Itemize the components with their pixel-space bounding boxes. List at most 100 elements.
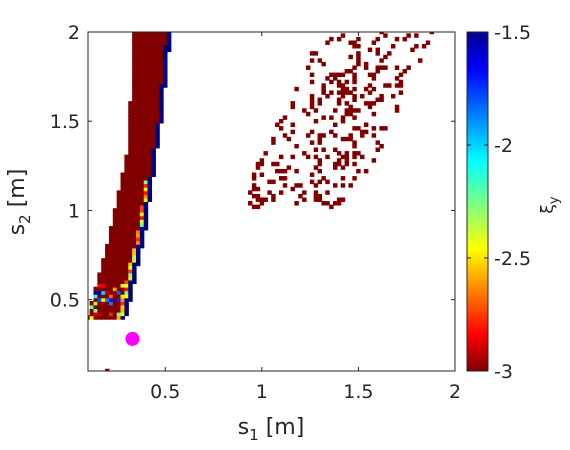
heatmap-cell [135,258,141,263]
heatmap-cell [166,32,172,35]
heatmap-cell [116,247,122,252]
heatmap-cell [120,204,125,210]
heatmap-cell [93,286,98,292]
heatmap-cell [329,90,334,95]
heatmap-cell [139,215,145,220]
heatmap-cell [155,61,160,67]
heatmap-cell [159,47,164,53]
heatmap-cell [112,236,118,242]
heatmap-cell [112,218,118,224]
heatmap-cell [116,201,122,206]
heatmap-layer [88,32,435,371]
heatmap-cell [112,215,118,220]
heatmap-cell [159,58,164,63]
heatmap-cell [112,251,118,256]
heatmap-cell [155,129,160,135]
heatmap-cell [116,190,122,195]
heatmap-cell [379,94,384,99]
heatmap-cell [275,168,280,174]
heatmap-cell [132,186,137,192]
heatmap-cell [143,44,149,49]
heatmap-cell [120,222,125,227]
heatmap-cell [124,300,129,306]
heatmap-cell [135,126,141,131]
heatmap-cell [128,126,133,131]
heatmap-cell [159,65,164,70]
heatmap-cell [151,122,156,128]
heatmap-cell [163,72,168,78]
heatmap-cell [267,190,272,195]
heatmap-cell [132,208,137,213]
heatmap-cell [89,311,95,317]
heatmap-cell [325,40,330,45]
heatmap-cell [143,36,149,42]
heatmap-cell [112,272,118,277]
heatmap-cell [97,286,102,292]
heatmap-cell [124,179,129,185]
heatmap-cell [282,168,288,174]
heatmap-cell [132,251,137,256]
heatmap-cell [120,315,125,320]
heatmap-cell [147,126,153,131]
heatmap-cell [101,283,106,288]
heatmap-cell [147,133,153,138]
heatmap-cell [356,51,361,56]
heatmap-cell [132,32,137,35]
heatmap-cell [135,247,141,252]
heatmap-cell [105,261,110,267]
heatmap-cell [93,290,98,295]
heatmap-cell [116,226,122,231]
heatmap-cell [155,83,160,88]
heatmap-cell [108,258,114,263]
heatmap-cell [375,97,380,103]
heatmap-cell [116,243,122,249]
heatmap-cell [124,193,129,199]
heatmap-cell [147,158,153,163]
heatmap-cell [410,47,415,53]
heatmap-cell [124,154,129,160]
heatmap-cell [108,229,114,235]
heatmap-cell [112,268,118,274]
heatmap-cell [259,161,265,167]
heatmap-cell [143,201,149,206]
heatmap-cell [120,215,125,220]
heatmap-cell [321,133,326,138]
heatmap-cell [333,165,338,170]
heatmap-cell [147,197,153,202]
heatmap-cell [132,143,137,149]
heatmap-cell [163,69,168,74]
heatmap-cell [255,165,261,170]
heatmap-cell [120,283,125,288]
heatmap-cell [120,251,125,256]
heatmap-cell [120,211,125,217]
heatmap-cell [163,65,168,70]
heatmap-cell [116,229,122,235]
heatmap-cell [163,79,168,85]
heatmap-cell [135,65,141,70]
heatmap-cell [105,283,110,288]
heatmap-cell [135,33,141,38]
heatmap-cell [363,86,369,92]
heatmap-cell [159,79,164,85]
heatmap-cell [128,265,133,270]
heatmap-cell [116,300,122,306]
heatmap-cell [112,208,118,213]
heatmap-cell [132,183,137,188]
heatmap-cell [336,97,342,103]
heatmap-cell [151,51,156,56]
heatmap-cell [124,158,129,163]
colorbar-tick-label: -3 [494,361,513,383]
heatmap-cell [336,90,342,95]
heatmap-cell [155,79,160,85]
heatmap-cell [155,133,160,138]
heatmap-cell [139,204,145,210]
heatmap-cell [132,272,137,277]
heatmap-cell [132,254,137,260]
heatmap-cell [163,76,168,81]
heatmap-cell [147,101,153,106]
heatmap-cell [147,94,153,99]
heatmap-cell [340,136,346,142]
heatmap-cell [97,275,102,281]
heatmap-cell [105,308,110,313]
heatmap-cell [151,172,156,177]
